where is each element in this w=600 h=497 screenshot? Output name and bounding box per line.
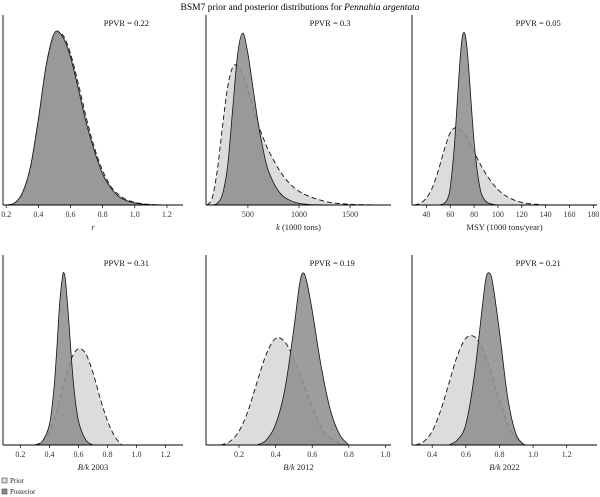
x-tick-label-4-3: 0.8 (103, 450, 113, 459)
panel-5: 0.2 0.4 0.6 0.8 1.0 B/k 2012 PPVR = 0.19 (205, 255, 391, 472)
x-tick-label-5-4: 1.0 (381, 450, 391, 459)
figure-title: BSM7 prior and posterior distributions f… (181, 2, 420, 13)
legend-posterior-label: Posterior (10, 488, 36, 496)
posterior-curve-6 (448, 272, 525, 446)
ppvr-annotation-5: PPVR = 0.19 (310, 258, 355, 268)
x-tick-label-3-1: 60 (446, 210, 454, 219)
posterior-curve-4 (34, 272, 94, 446)
x-tick-label-6-1: 0.6 (461, 450, 471, 459)
posterior-area-2 (207, 33, 381, 205)
x-tick-label-3-4: 120 (516, 210, 528, 219)
legend-prior-swatch (1, 477, 8, 484)
x-tick-label-2-0: 500 (242, 210, 254, 219)
x-axis-label-4: B/k 2003 (78, 462, 108, 472)
x-tick-label-2-2: 1500 (342, 210, 358, 219)
x-tick-label-3-7: 180 (587, 210, 599, 219)
x-tick-label-3-2: 80 (470, 210, 478, 219)
panel-4: 0.2 0.4 0.6 0.8 1.0 1.2 B/k 2003 PPVR = 0.31 (2, 255, 183, 472)
panel-6: 0.4 0.6 0.8 1.0 1.2 B/k 2022 PPVR = 0.21 (411, 255, 597, 472)
x-tick-label-5-1: 0.4 (271, 450, 281, 459)
x-tick-label-1-1: 0.4 (33, 210, 43, 219)
legend-prior-label: Prior (10, 477, 25, 485)
x-tick-label-4-5: 1.2 (161, 450, 171, 459)
posterior-curve-5 (257, 272, 350, 446)
x-tick-label-6-0: 0.4 (427, 450, 437, 459)
x-axis-label-3: MSY (1000 tons/year) (466, 222, 542, 232)
x-tick-label-1-4: 1.0 (130, 210, 140, 219)
ppvr-annotation-3: PPVR = 0.05 (516, 18, 561, 28)
x-tick-label-6-4: 1.2 (562, 450, 572, 459)
x-tick-label-6-2: 0.8 (494, 450, 504, 459)
x-tick-label-2-1: 1000 (291, 210, 307, 219)
panel-3: 40 60 80 100 120 140 160 180 MSY (1000 tons/year… (411, 15, 599, 232)
prior-curve-3 (414, 127, 558, 206)
x-tick-label-4-1: 0.4 (44, 450, 54, 459)
ppvr-annotation-4: PPVR = 0.31 (104, 258, 149, 268)
x-tick-label-3-0: 40 (422, 210, 430, 219)
posterior-area-3 (414, 32, 510, 205)
x-axis-label-6: B/k 2022 (489, 462, 519, 472)
x-axis-label-5: B/k 2012 (283, 462, 313, 472)
x-tick-label-3-5: 140 (540, 210, 552, 219)
posterior-curve-1 (6, 30, 167, 206)
x-tick-label-4-0: 0.2 (15, 450, 25, 459)
panel-1: 0.2 0.4 0.6 0.8 1.0 1.2 r PPVR = 0.22 (1, 15, 183, 232)
legend-posterior-swatch (1, 488, 8, 495)
x-tick-label-1-5: 1.2 (162, 210, 172, 219)
x-tick-label-5-0: 0.2 (234, 450, 244, 459)
ppvr-annotation-2: PPVR = 0.3 (310, 18, 351, 28)
prior-curve-6 (415, 335, 525, 446)
posterior-curve-3 (414, 32, 510, 206)
panel-2: 500 1000 1500 k (1000 tons) PPVR = 0.3 (205, 15, 391, 232)
x-tick-label-4-4: 1.0 (132, 450, 142, 459)
posterior-area-4 (34, 272, 93, 445)
x-tick-label-5-3: 0.8 (344, 450, 354, 459)
posterior-area-1 (6, 30, 167, 206)
posterior-area-6 (449, 272, 525, 445)
x-axis-label-1: r (91, 222, 95, 232)
x-tick-label-1-0: 0.2 (1, 210, 11, 219)
ppvr-annotation-1: PPVR = 0.22 (104, 18, 149, 28)
x-tick-label-3-3: 100 (492, 210, 504, 219)
x-tick-label-1-3: 0.8 (98, 210, 108, 219)
panel-grid: 0.2 0.4 0.6 0.8 1.0 1.2 r PPVR = 0.22 500 1000 150… (1, 15, 599, 472)
x-tick-label-3-6: 160 (564, 210, 576, 219)
x-tick-label-5-2: 0.6 (307, 450, 317, 459)
x-tick-label-4-2: 0.6 (73, 450, 83, 459)
x-tick-label-1-2: 0.6 (66, 210, 76, 219)
legend: Prior Posterior (1, 477, 36, 496)
x-axis-label-2: k (1000 tons) (276, 222, 321, 232)
ppvr-annotation-6: PPVR = 0.21 (516, 258, 561, 268)
prior-area-3 (414, 127, 558, 205)
x-tick-label-6-3: 1.0 (528, 450, 538, 459)
posterior-area-5 (257, 272, 349, 445)
